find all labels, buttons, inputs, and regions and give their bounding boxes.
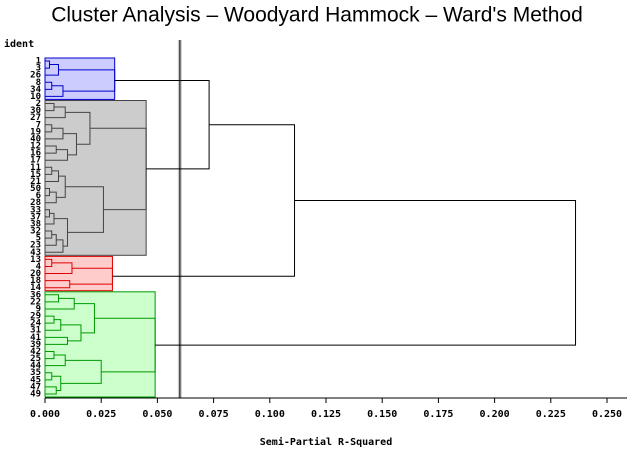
leaf-label: 14 [30,283,41,293]
leaf-label: 22 [30,297,41,307]
leaf-label: 24 [30,319,41,329]
x-tick-label: 0.250 [592,409,622,420]
y-axis-title: ident [4,38,34,50]
x-tick-label: 0.100 [255,409,285,420]
leaf-label: 20 [30,269,41,279]
leaf-label: 25 [30,354,41,364]
leaf-label: 23 [30,241,41,251]
leaf-label: 30 [30,106,41,116]
chart-title: Cluster Analysis – Woodyard Hammock – Wa… [51,4,583,27]
x-tick-label: 0.075 [199,409,229,420]
leaf-label: 27 [30,113,41,123]
cluster-box [44,100,147,256]
leaf-label: 11 [30,163,41,173]
leaf-label: 43 [30,248,41,258]
leaf-label: 21 [30,177,41,187]
x-tick-label: 0.200 [480,409,510,420]
leaf-label: 9 [36,304,41,314]
leaf-label: 28 [30,198,41,208]
leaf-label: 35 [30,368,41,378]
x-tick-label: 0.150 [367,409,397,420]
leaf-label: 32 [30,227,41,237]
x-tick-label: 0.050 [142,409,172,420]
leaf-label: 1 [36,57,41,67]
leaf-label: 45 [30,375,41,385]
leaf-label: 16 [30,149,41,159]
leaf-label: 8 [36,78,41,88]
leaf-label: 40 [30,134,41,144]
leaf-label: 3 [36,64,41,74]
leaf-label: 2 [36,99,41,109]
x-tick-label: 0.000 [30,409,60,420]
leaf-label: 13 [30,255,41,265]
leaf-label: 38 [30,219,41,229]
leaf-label: 19 [30,127,41,137]
leaf-label: 36 [30,290,41,300]
leaf-label: 5 [36,234,41,244]
leaf-label: 31 [30,326,41,336]
leaf-label: 4 [36,262,42,272]
leaf-label: 37 [30,212,41,222]
dendrogram-link [155,199,577,346]
leaf-label: 18 [30,276,41,286]
leaf-label: 42 [30,347,41,357]
leaf-label: 39 [30,340,41,350]
leaf-label: 41 [30,333,41,343]
leaf-label: 17 [30,156,41,166]
leaf-label: 44 [30,361,41,371]
x-axis-title: Semi-Partial R-Squared [260,436,392,448]
leaf-label: 12 [30,142,41,152]
leaf-label: 7 [36,120,41,130]
leaf-label: 26 [30,71,41,81]
x-tick-label: 0.225 [536,409,566,420]
leaf-label: 50 [30,184,41,194]
leaf-label: 15 [30,170,41,180]
leaf-label: 49 [30,390,41,400]
leaf-label: 6 [36,191,41,201]
x-tick-label: 0.175 [423,409,453,420]
x-tick-label: 0.025 [86,409,116,420]
leaf-label: 10 [30,92,41,102]
leaf-label: 34 [30,85,41,95]
x-tick-label: 0.125 [311,409,341,420]
leaf-label: 47 [30,382,41,392]
leaf-label: 33 [30,205,41,215]
leaf-label: 29 [30,312,41,322]
